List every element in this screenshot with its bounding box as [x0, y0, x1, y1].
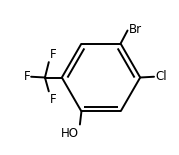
Text: F: F	[24, 70, 30, 83]
Text: Br: Br	[129, 23, 142, 36]
Text: F: F	[50, 48, 56, 61]
Text: F: F	[50, 93, 56, 106]
Text: HO: HO	[61, 127, 79, 140]
Text: Cl: Cl	[155, 70, 167, 83]
